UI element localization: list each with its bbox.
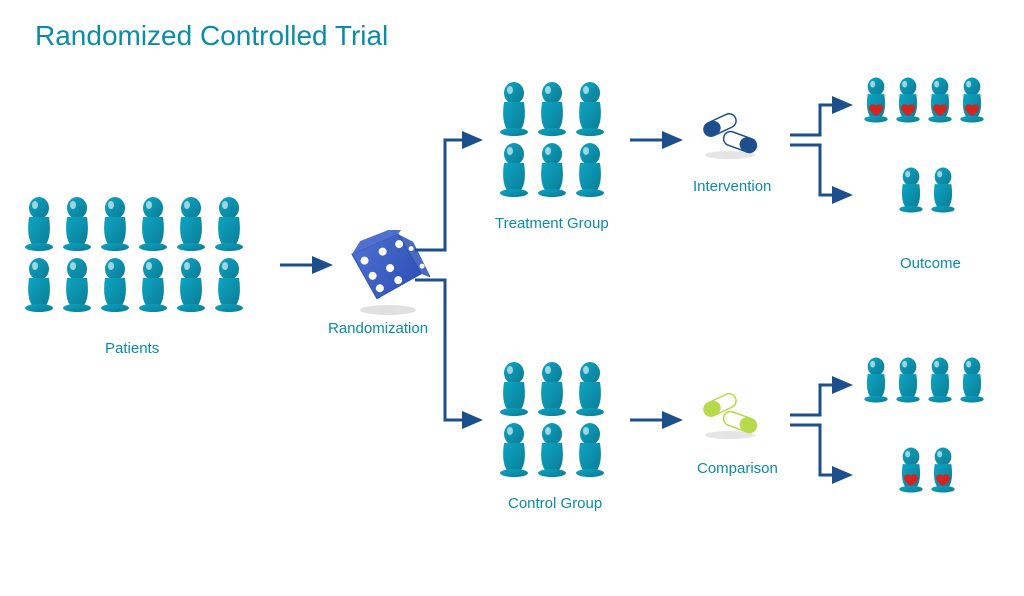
- control-group: [495, 360, 609, 482]
- pawn-icon: [928, 167, 958, 213]
- heart-icon: [933, 103, 947, 117]
- arrow-control-comparison: [620, 410, 690, 430]
- comparison-pill-icon: [695, 390, 765, 445]
- pawn-icon: [534, 143, 570, 197]
- treatment-group-label: Treatment Group: [495, 215, 609, 232]
- diagram-title: Randomized Controlled Trial: [35, 20, 388, 52]
- arrow-patients-randomization: [270, 255, 340, 275]
- pawn-icon: [928, 447, 958, 493]
- pawn-icon: [534, 423, 570, 477]
- arrow-random-control: [405, 270, 500, 440]
- outcome-label: Outcome: [900, 255, 961, 272]
- pawn-icon: [211, 258, 247, 312]
- heart-icon: [936, 473, 950, 487]
- patients-label: Patients: [105, 340, 159, 357]
- pawn-icon: [97, 258, 133, 312]
- pawn-icon: [925, 77, 955, 123]
- outcome-control-plain: [860, 355, 988, 408]
- pawn-icon: [173, 197, 209, 251]
- pawn-icon: [59, 197, 95, 251]
- patients-group: [20, 195, 248, 317]
- comparison-label: Comparison: [697, 460, 778, 477]
- pawn-icon: [496, 143, 532, 197]
- heart-icon: [869, 103, 883, 117]
- arrow-comparison-outcome-b: [780, 415, 870, 495]
- pawn-icon: [135, 197, 171, 251]
- arrow-treatment-intervention: [620, 130, 690, 150]
- pawn-icon: [957, 77, 987, 123]
- heart-icon: [904, 473, 918, 487]
- arrow-random-treatment: [405, 130, 500, 270]
- control-group-label: Control Group: [508, 495, 602, 512]
- heart-icon: [965, 103, 979, 117]
- pawn-icon: [572, 143, 608, 197]
- pawn-icon: [211, 197, 247, 251]
- pawn-icon: [534, 82, 570, 136]
- heart-icon: [901, 103, 915, 117]
- pawn-icon: [925, 357, 955, 403]
- pawn-icon: [572, 423, 608, 477]
- pawn-icon: [861, 357, 891, 403]
- pawn-icon: [496, 423, 532, 477]
- pawn-icon: [957, 357, 987, 403]
- pawn-icon: [893, 357, 923, 403]
- intervention-label: Intervention: [693, 178, 771, 195]
- pawn-icon: [534, 362, 570, 416]
- treatment-group: [495, 80, 609, 202]
- pawn-icon: [97, 197, 133, 251]
- outcome-treatment-hearts: [860, 75, 988, 128]
- pawn-icon: [21, 258, 57, 312]
- pawn-icon: [893, 77, 923, 123]
- pawn-icon: [861, 77, 891, 123]
- pawn-icon: [896, 447, 926, 493]
- pawn-icon: [896, 167, 926, 213]
- outcome-control-hearts: [895, 445, 959, 498]
- intervention-pill-icon: [695, 110, 765, 165]
- outcome-treatment-plain: [895, 165, 959, 218]
- pawn-icon: [496, 82, 532, 136]
- pawn-icon: [572, 82, 608, 136]
- pawn-icon: [21, 197, 57, 251]
- pawn-icon: [59, 258, 95, 312]
- arrow-intervention-outcome-b: [780, 135, 870, 215]
- pawn-icon: [173, 258, 209, 312]
- pawn-icon: [572, 362, 608, 416]
- pawn-icon: [496, 362, 532, 416]
- pawn-icon: [135, 258, 171, 312]
